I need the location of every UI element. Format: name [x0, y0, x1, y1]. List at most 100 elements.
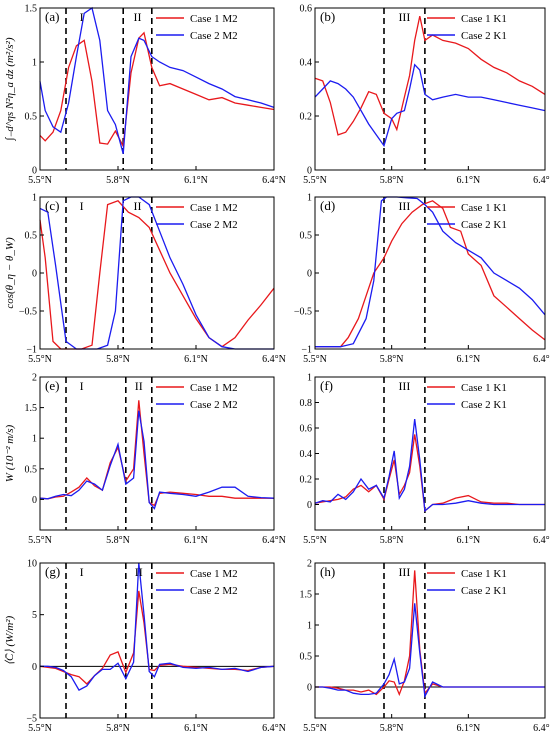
legend-label: Case 2 K1 — [461, 219, 507, 231]
y-axis-label: ∫₋d^ηs N²η_a dz (m²/s²) — [4, 37, 16, 141]
legend-label: Case 1 K1 — [461, 382, 507, 394]
panel-label: (h) — [320, 564, 335, 579]
y-tick-label: 1.5 — [25, 403, 38, 414]
legend-label: Case 1 K1 — [461, 202, 507, 214]
series-line-1 — [315, 570, 545, 694]
region-label: II — [134, 199, 142, 213]
y-tick-label: 1.5 — [25, 4, 38, 15]
legend-label: Case 2 M2 — [190, 399, 238, 411]
panel-label: (g) — [45, 564, 60, 579]
legend-label: Case 2 M2 — [190, 30, 238, 42]
series-line-1 — [315, 16, 545, 135]
legend-label: Case 1 M2 — [190, 382, 238, 394]
y-tick-label: 0.5 — [25, 464, 38, 475]
y-tick-label: 0.6 — [300, 4, 313, 15]
panel-label: (e) — [45, 378, 59, 393]
y-tick-label: 1 — [307, 621, 312, 632]
region-label: II — [135, 379, 143, 393]
x-tick-label: 5.5°N — [28, 175, 52, 186]
y-axis-label: W (10⁻² m/s) — [4, 424, 16, 482]
y-tick-label: 2 — [32, 373, 37, 384]
x-tick-label: 5.5°N — [303, 175, 327, 186]
x-tick-label: 5.5°N — [28, 723, 52, 734]
y-tick-label: 10 — [27, 559, 37, 570]
legend-label: Case 2 M2 — [190, 585, 238, 597]
y-tick-label: 1 — [32, 58, 37, 69]
region-label: III — [398, 10, 410, 24]
legend-label: Case 1 K1 — [461, 568, 507, 580]
y-tick-label: 0.2 — [300, 112, 313, 123]
y-tick-label: −0.5 — [19, 307, 37, 318]
plot-frame — [40, 377, 274, 530]
x-tick-label: 5.5°N — [303, 723, 327, 734]
x-tick-label: 6.4°N — [533, 723, 550, 734]
series-line-2 — [40, 411, 274, 509]
x-tick-label: 5.8°N — [380, 354, 404, 365]
y-tick-label: 0.2 — [300, 475, 313, 486]
plot-frame — [315, 197, 545, 349]
y-tick-label: 0.6 — [300, 424, 313, 435]
legend-label: Case 2 M2 — [190, 219, 238, 231]
legend-label: Case 1 M2 — [190, 202, 238, 214]
series-line-2 — [315, 65, 545, 146]
y-tick-label: 0.5 — [300, 652, 313, 663]
region-label: I — [80, 199, 84, 213]
panel-label: (d) — [320, 198, 335, 213]
y-tick-label: 0.5 — [300, 231, 313, 242]
y-tick-label: 0 — [307, 269, 312, 280]
panel-f: 00.20.40.60.815.5°N5.8°N6.1°N6.4°N(f)III… — [300, 373, 550, 547]
y-tick-label: 0 — [307, 500, 312, 511]
y-tick-label: 0.8 — [300, 398, 313, 409]
y-tick-label: 0.4 — [300, 449, 313, 460]
x-tick-label: 6.1°N — [456, 354, 480, 365]
region-label: II — [134, 10, 142, 24]
y-tick-label: 5 — [32, 610, 37, 621]
y-tick-label: 1 — [307, 373, 312, 384]
x-tick-label: 5.8°N — [380, 175, 404, 186]
y-tick-label: 0.5 — [25, 231, 38, 242]
region-label: III — [398, 379, 410, 393]
region-label: I — [80, 565, 84, 579]
series-line-2 — [315, 419, 545, 511]
y-tick-label: 1.5 — [300, 590, 313, 601]
series-line-2 — [315, 603, 545, 696]
legend-label: Case 2 K1 — [461, 30, 507, 42]
x-tick-label: 6.4°N — [533, 535, 550, 546]
x-tick-label: 5.8°N — [106, 175, 130, 186]
legend-label: Case 1 K1 — [461, 13, 507, 25]
plot-frame — [315, 8, 545, 170]
x-tick-label: 6.4°N — [262, 723, 286, 734]
x-tick-label: 5.8°N — [106, 723, 130, 734]
legend-label: Case 1 M2 — [190, 568, 238, 580]
y-tick-label: 1 — [307, 193, 312, 204]
legend-label: Case 2 K1 — [461, 585, 507, 597]
x-tick-label: 6.1°N — [184, 175, 208, 186]
y-tick-label: 0.5 — [25, 112, 38, 123]
x-tick-label: 6.4°N — [262, 535, 286, 546]
y-tick-label: −0.5 — [294, 307, 312, 318]
region-label: III — [398, 199, 410, 213]
x-tick-label: 5.5°N — [303, 535, 327, 546]
y-tick-label: 2 — [307, 559, 312, 570]
y-tick-label: 0 — [307, 683, 312, 694]
panel-label: (a) — [45, 9, 59, 24]
y-axis-label: cos(θ_η − θ_W) — [4, 237, 16, 309]
panel-h: 00.511.525.5°N5.8°N6.1°N6.4°N(h)IIICase … — [300, 559, 550, 735]
x-tick-label: 6.4°N — [262, 175, 286, 186]
x-tick-label: 5.8°N — [106, 354, 130, 365]
panel-label: (f) — [320, 378, 333, 393]
x-tick-label: 5.8°N — [380, 535, 404, 546]
panel-label: (b) — [320, 9, 335, 24]
panel-label: (c) — [45, 198, 59, 213]
region-label: II — [135, 565, 143, 579]
y-tick-label: 0 — [32, 662, 37, 673]
x-tick-label: 5.5°N — [303, 354, 327, 365]
y-axis-label: ⟨C̄⟩ (W/m²) — [4, 615, 16, 665]
plot-frame — [40, 197, 274, 349]
x-tick-label: 6.1°N — [184, 535, 208, 546]
y-tick-label: 0 — [32, 495, 37, 506]
